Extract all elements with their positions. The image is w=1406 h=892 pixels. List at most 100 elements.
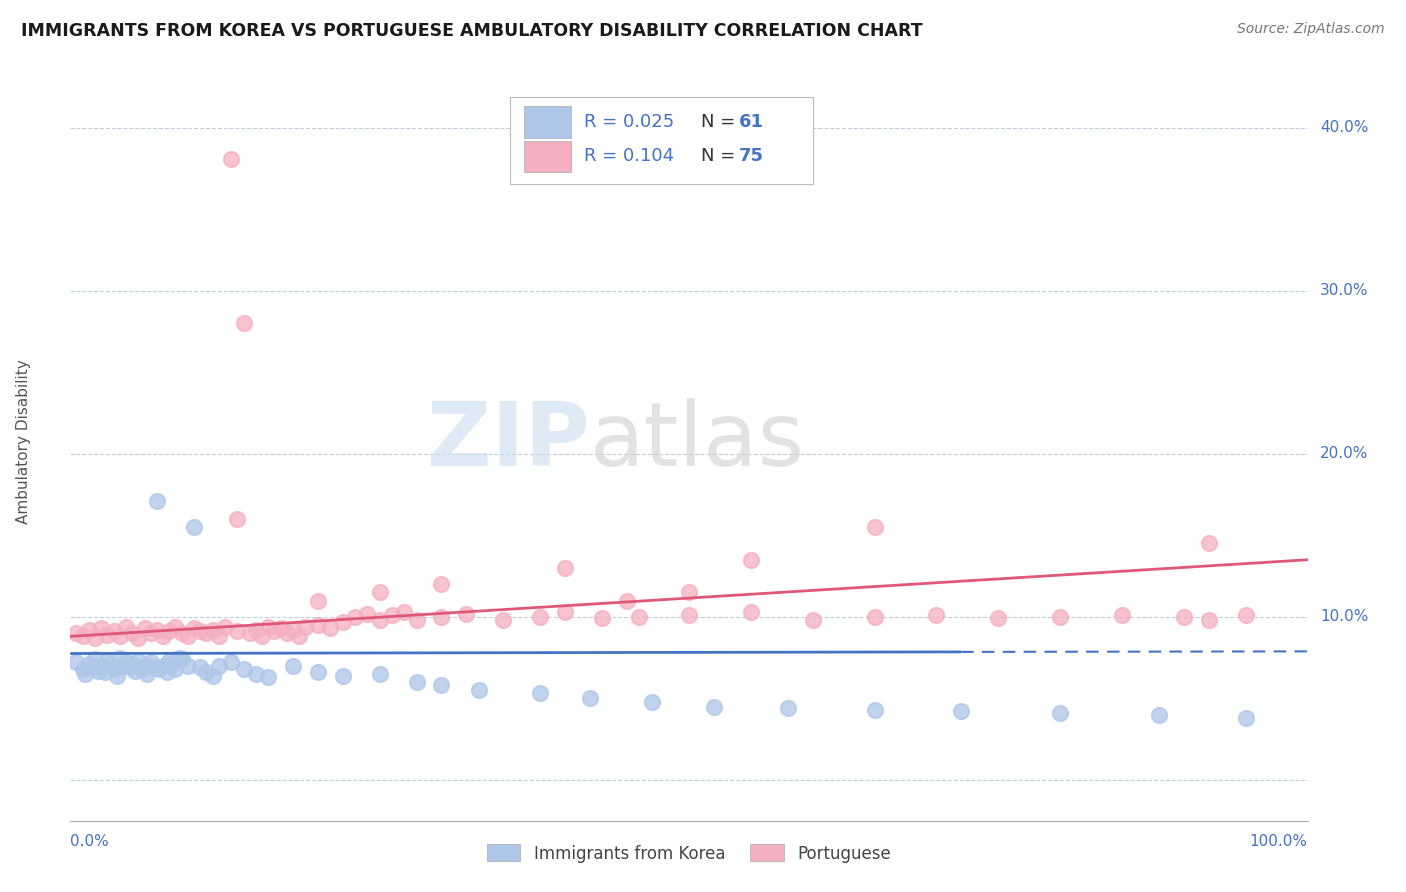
Point xyxy=(381,608,404,623)
Point xyxy=(86,664,108,678)
Text: IMMIGRANTS FROM KOREA VS PORTUGUESE AMBULATORY DISABILITY CORRELATION CHART: IMMIGRANTS FROM KOREA VS PORTUGUESE AMBU… xyxy=(21,22,922,40)
Point xyxy=(96,654,118,668)
Text: ZIP: ZIP xyxy=(427,398,591,485)
Point xyxy=(118,660,141,674)
Point xyxy=(430,610,453,624)
Point xyxy=(188,624,211,639)
Point xyxy=(226,624,249,639)
Point xyxy=(170,652,193,666)
Point xyxy=(156,665,179,680)
Point xyxy=(332,615,354,629)
Point xyxy=(111,658,134,673)
Point xyxy=(703,699,725,714)
Point xyxy=(195,626,218,640)
Point xyxy=(863,520,886,534)
Point xyxy=(208,658,231,673)
Point xyxy=(1234,711,1257,725)
Text: N =: N = xyxy=(702,146,735,165)
Point xyxy=(294,619,316,633)
Point xyxy=(177,629,200,643)
Text: 61: 61 xyxy=(738,112,763,130)
Point xyxy=(405,613,427,627)
Point xyxy=(146,623,169,637)
Point xyxy=(148,662,170,676)
Point xyxy=(276,626,298,640)
Point xyxy=(281,623,304,637)
Point xyxy=(554,605,576,619)
Point xyxy=(170,626,193,640)
Point xyxy=(75,666,97,681)
Point xyxy=(319,621,342,635)
Point xyxy=(232,662,254,676)
Point xyxy=(987,611,1010,625)
Point xyxy=(368,666,391,681)
Point xyxy=(121,626,143,640)
Point xyxy=(103,624,125,639)
Point xyxy=(307,618,329,632)
Point xyxy=(863,703,886,717)
Point xyxy=(776,701,799,715)
Point xyxy=(146,494,169,508)
Point xyxy=(343,610,366,624)
Text: atlas: atlas xyxy=(591,398,806,485)
Point xyxy=(139,656,162,670)
Point xyxy=(245,666,267,681)
Point xyxy=(307,593,329,607)
FancyBboxPatch shape xyxy=(524,106,571,138)
Point xyxy=(90,621,112,635)
Text: 0.0%: 0.0% xyxy=(70,834,110,848)
Point xyxy=(152,658,174,673)
Point xyxy=(121,657,143,672)
Point xyxy=(90,658,112,673)
Text: 10.0%: 10.0% xyxy=(1320,609,1368,624)
Point xyxy=(84,631,107,645)
Point xyxy=(1198,536,1220,550)
Point xyxy=(219,656,242,670)
Point xyxy=(157,654,180,668)
Point xyxy=(108,650,131,665)
Point xyxy=(226,512,249,526)
Point xyxy=(134,658,156,673)
Text: Source: ZipAtlas.com: Source: ZipAtlas.com xyxy=(1237,22,1385,37)
Point xyxy=(529,610,551,624)
FancyBboxPatch shape xyxy=(509,96,813,184)
Point xyxy=(103,662,125,676)
Text: 20.0%: 20.0% xyxy=(1320,446,1368,461)
Point xyxy=(167,650,190,665)
Point xyxy=(84,652,107,666)
Point xyxy=(94,665,117,680)
Point xyxy=(127,631,149,645)
Text: R = 0.104: R = 0.104 xyxy=(583,146,673,165)
Point xyxy=(456,607,478,621)
Point xyxy=(77,657,100,672)
Point xyxy=(136,666,159,681)
Point xyxy=(801,613,824,627)
Point xyxy=(270,621,292,635)
Point xyxy=(430,678,453,692)
Point xyxy=(183,621,205,635)
Point xyxy=(201,668,224,682)
Point xyxy=(127,654,149,668)
Point xyxy=(96,628,118,642)
Point xyxy=(925,608,948,623)
Point xyxy=(77,623,100,637)
Point xyxy=(591,611,613,625)
Point xyxy=(405,675,427,690)
FancyBboxPatch shape xyxy=(524,141,571,172)
Point xyxy=(165,619,187,633)
Point xyxy=(105,668,128,682)
Point xyxy=(529,686,551,700)
Point xyxy=(368,585,391,599)
Point xyxy=(195,665,218,680)
Point xyxy=(356,607,378,621)
Text: 40.0%: 40.0% xyxy=(1320,120,1368,136)
Point xyxy=(72,629,94,643)
Point xyxy=(219,152,242,166)
Point xyxy=(65,656,87,670)
Legend: Immigrants from Korea, Portuguese: Immigrants from Korea, Portuguese xyxy=(481,838,897,869)
Text: Ambulatory Disability: Ambulatory Disability xyxy=(15,359,31,524)
Point xyxy=(467,683,489,698)
Point xyxy=(263,624,285,639)
Point xyxy=(1147,707,1170,722)
Point xyxy=(863,610,886,624)
